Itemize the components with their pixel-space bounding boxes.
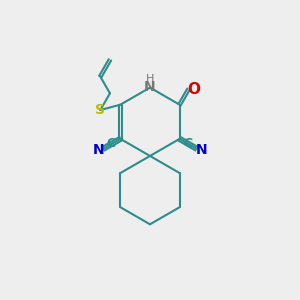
- Text: C: C: [184, 136, 193, 149]
- Text: N: N: [144, 80, 156, 94]
- Text: C: C: [106, 137, 116, 150]
- Text: N: N: [196, 143, 208, 157]
- Text: O: O: [188, 82, 200, 97]
- Text: S: S: [95, 103, 105, 117]
- Text: H: H: [146, 74, 154, 84]
- Text: N: N: [92, 143, 104, 157]
